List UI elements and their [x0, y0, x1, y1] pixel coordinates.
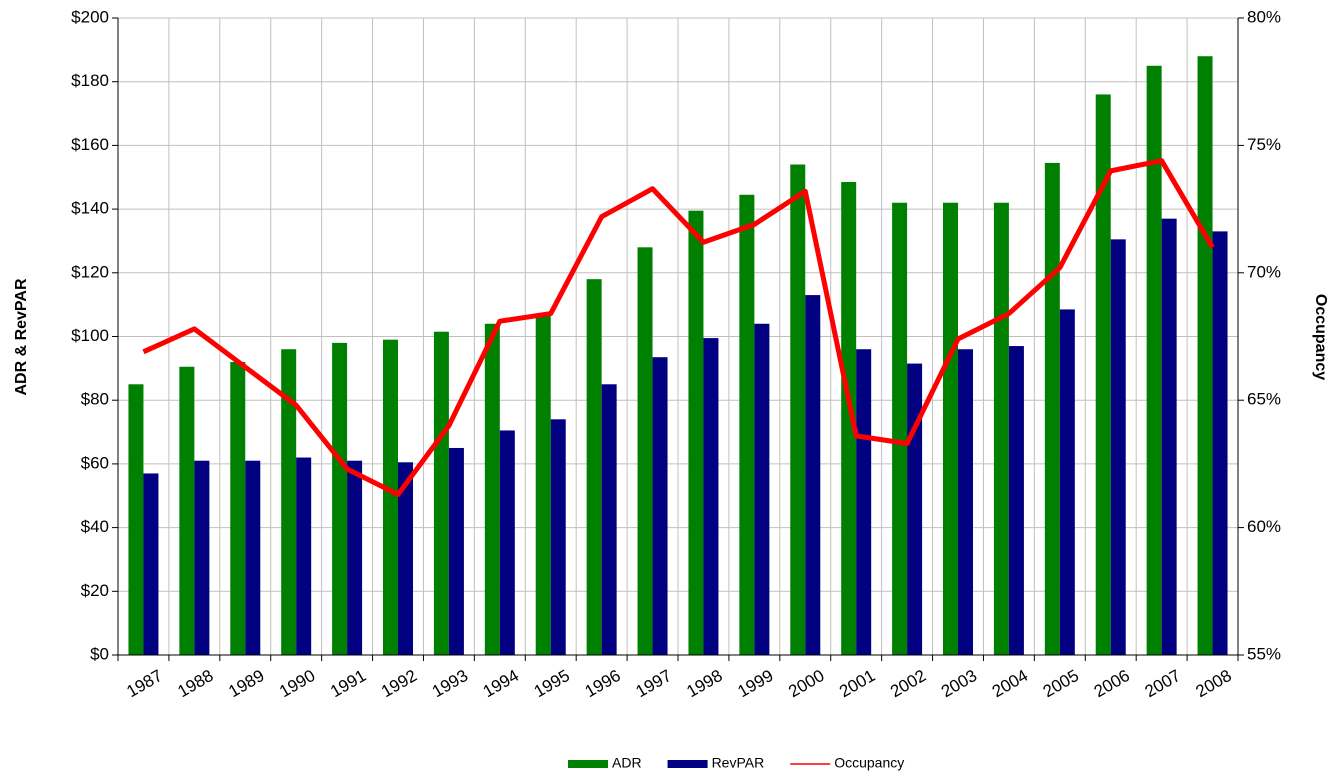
bar: [892, 202, 908, 656]
bar: [652, 357, 668, 655]
bar: [739, 194, 755, 655]
bar: [398, 462, 413, 655]
bar: [601, 384, 617, 655]
y2-tick-label: 80%: [1247, 7, 1281, 26]
y-tick-label: $140: [71, 199, 109, 218]
legend-label: ADR: [612, 755, 642, 771]
bar: [448, 447, 464, 655]
x-tick-label: 2002: [887, 666, 929, 701]
x-tick-label: 2008: [1193, 666, 1235, 701]
bar: [790, 164, 806, 655]
y-tick-label: $80: [81, 390, 109, 409]
bar: [993, 202, 1009, 656]
legend-swatch: [568, 760, 608, 768]
x-tick-label: 1990: [276, 666, 318, 701]
bar: [194, 460, 210, 655]
bar: [1095, 94, 1111, 655]
x-tick-label: 1994: [480, 666, 522, 701]
bar: [943, 202, 958, 656]
x-tick-label: 2003: [938, 666, 980, 701]
bar: [383, 339, 398, 655]
bar: [1059, 309, 1075, 655]
bar: [1197, 56, 1213, 656]
x-tick-label: 1992: [378, 666, 420, 701]
x-tick-label: 2000: [785, 666, 827, 701]
y-tick-label: $180: [71, 71, 109, 90]
bar: [332, 342, 348, 655]
bar: [688, 210, 704, 655]
bar: [1146, 65, 1162, 655]
y-tick-label: $20: [81, 581, 109, 600]
bar: [296, 457, 312, 655]
x-tick-label: 1987: [123, 666, 165, 701]
y2-tick-label: 60%: [1247, 517, 1281, 536]
x-tick-label: 1995: [531, 666, 573, 701]
bar: [1008, 346, 1024, 655]
y-axis-title: ADR & RevPAR: [13, 278, 30, 396]
bar: [128, 384, 144, 655]
x-tick-label: 2004: [989, 666, 1031, 701]
bar: [1212, 231, 1228, 655]
bar: [958, 349, 973, 655]
x-tick-label: 1989: [225, 666, 267, 701]
bar: [1110, 239, 1126, 656]
y2-tick-label: 55%: [1247, 644, 1281, 663]
x-tick-label: 1996: [582, 666, 624, 701]
x-tick-label: 1991: [327, 666, 369, 701]
bar: [484, 323, 500, 655]
bar: [535, 314, 551, 655]
bar: [841, 182, 857, 655]
y-tick-label: $160: [71, 135, 109, 154]
y2-tick-label: 75%: [1247, 135, 1281, 154]
y-tick-label: $120: [71, 262, 109, 281]
bar: [1161, 218, 1177, 655]
y-tick-label: $200: [71, 7, 109, 26]
bar: [637, 247, 653, 655]
bar: [703, 338, 719, 655]
x-tick-label: 1997: [633, 666, 675, 701]
bar: [245, 460, 261, 655]
x-tick-label: 2007: [1142, 666, 1184, 701]
bar: [907, 363, 923, 655]
bar: [856, 349, 872, 655]
bar: [499, 430, 515, 655]
x-tick-label: 2006: [1091, 666, 1133, 701]
bar: [1044, 162, 1060, 656]
bar: [550, 419, 566, 655]
bar: [179, 366, 195, 655]
bar: [805, 295, 821, 655]
bar: [281, 349, 297, 655]
x-tick-label: 1993: [429, 666, 471, 701]
y-tick-label: $60: [81, 453, 109, 472]
x-tick-label: 1998: [683, 666, 725, 701]
y2-axis-title: Occupancy: [1312, 294, 1329, 380]
bar: [586, 279, 602, 655]
bar: [230, 361, 246, 655]
y2-tick-label: 70%: [1247, 262, 1281, 281]
y2-tick-label: 65%: [1247, 390, 1281, 409]
y-tick-label: $0: [90, 644, 109, 663]
bar: [433, 331, 449, 655]
line-series: [142, 158, 1215, 497]
bar: [143, 473, 159, 655]
x-tick-label: 2001: [836, 666, 878, 701]
bar: [347, 460, 363, 655]
legend: ADR RevPAR Occupancy: [568, 755, 904, 771]
bar: [754, 323, 770, 655]
legend-swatch: [667, 760, 708, 768]
legend-label: Occupancy: [834, 755, 904, 771]
x-tick-label: 1999: [734, 666, 776, 701]
y-tick-label: $40: [81, 517, 109, 536]
y-tick-label: $100: [71, 326, 109, 345]
x-tick-label: 1988: [174, 666, 216, 701]
legend-label: RevPAR: [712, 755, 765, 771]
x-tick-label: 2005: [1040, 666, 1082, 701]
